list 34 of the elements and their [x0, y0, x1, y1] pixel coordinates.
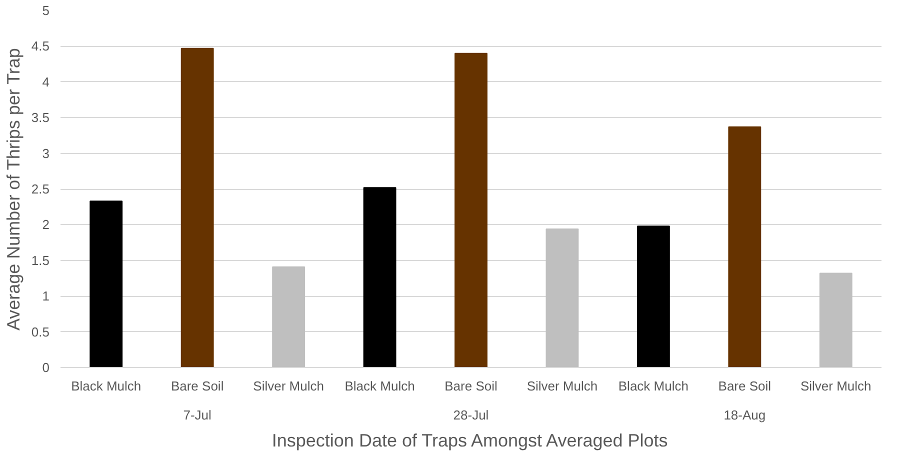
y-axis-title: Average Number of Thrips per Trap	[3, 48, 24, 331]
bar	[636, 226, 670, 368]
y-tick-label: 3.5	[31, 110, 50, 126]
text: 18-Aug	[724, 408, 766, 422]
y-tick-label: 0.5	[31, 324, 50, 340]
y-tick-label: 0	[42, 360, 50, 375]
bar	[90, 200, 123, 368]
x-tick-label: Black Mulch	[344, 378, 415, 394]
text: 28-Jul	[453, 408, 489, 422]
bar	[546, 228, 579, 368]
y-tick-label: 5	[42, 3, 50, 18]
bar	[819, 272, 852, 368]
x-tick-label: Silver Mulch	[800, 378, 872, 394]
x-tick-label: Bare Soil	[444, 378, 498, 394]
bar	[180, 48, 214, 368]
y-tick-label: 1	[42, 288, 50, 304]
y-tick-label: 1.5	[31, 252, 50, 268]
bar	[728, 126, 762, 368]
y-tick-label: 3	[42, 146, 50, 161]
bar	[363, 187, 396, 368]
y-tick-label: 2.5	[31, 182, 50, 196]
x-tick-label: Bare Soil	[718, 378, 772, 394]
bar	[272, 266, 306, 368]
y-tick-label: 4	[42, 74, 50, 90]
x-axis-title: Inspection Date of Traps Amongst Averaged Plots	[272, 430, 668, 450]
x-tick-label: Black Mulch	[71, 378, 142, 394]
x-tick-label: Silver Mulch	[253, 378, 324, 394]
text: 7-Jul	[183, 408, 212, 422]
y-tick-label: 2	[42, 217, 50, 232]
x-tick-label: Bare Soil	[170, 378, 224, 394]
x-tick-label: Silver Mulch	[526, 378, 598, 394]
y-tick-label: 4.5	[31, 38, 50, 54]
x-tick-label: Black Mulch	[618, 378, 688, 394]
bar	[454, 52, 488, 368]
